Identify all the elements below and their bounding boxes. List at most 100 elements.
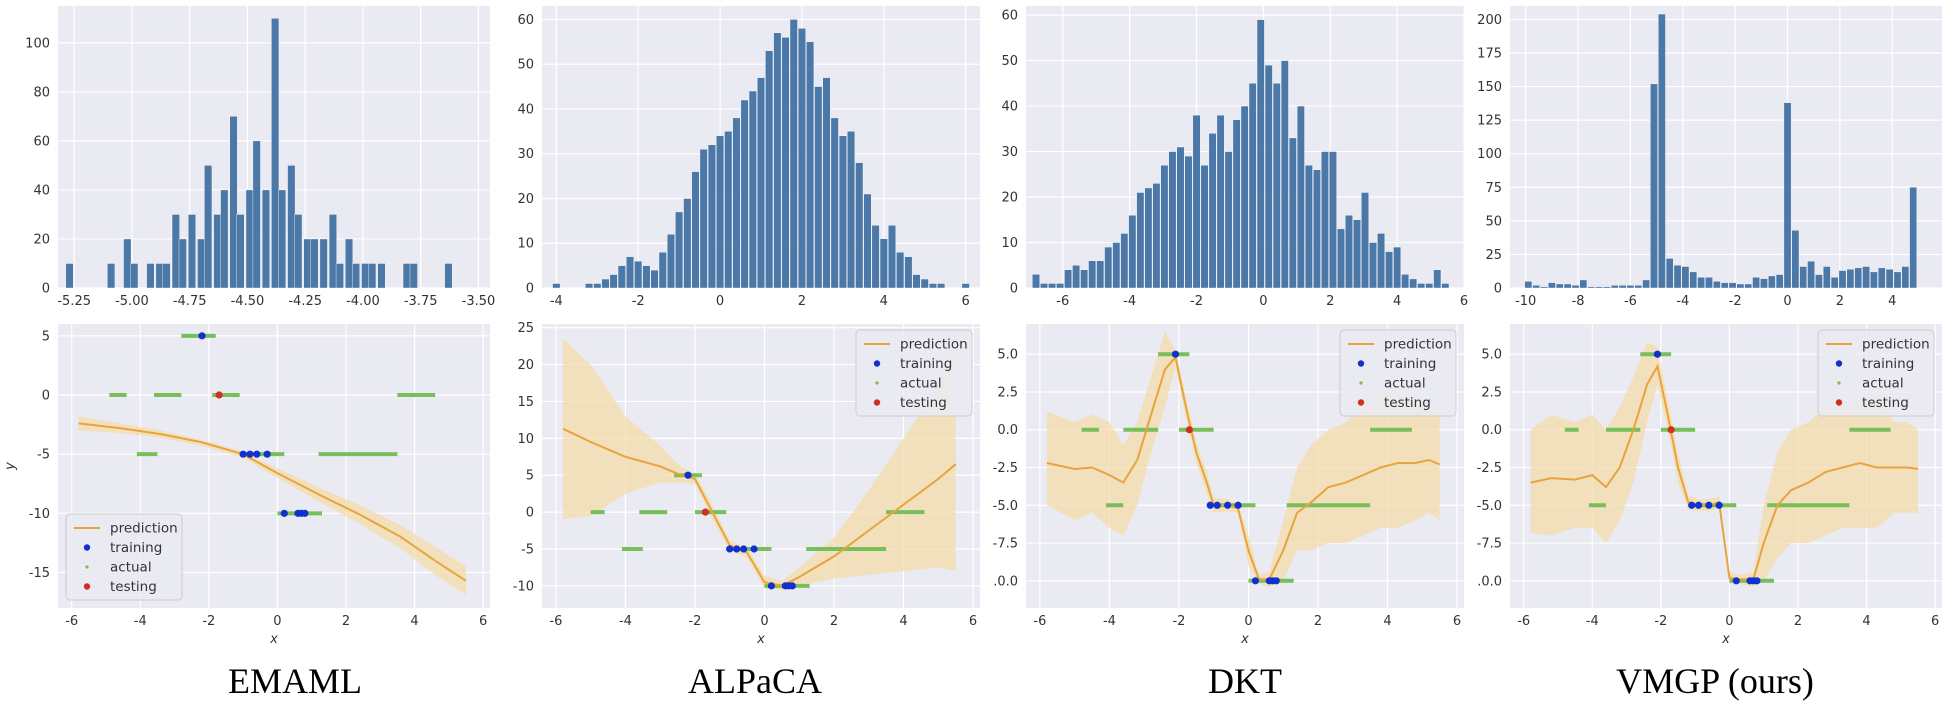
training-point [246, 450, 254, 458]
training-point [1171, 350, 1180, 358]
histogram-bar [814, 86, 823, 289]
y-tick-label: 10 [1001, 236, 1018, 251]
histogram-bar [1337, 228, 1345, 289]
histogram-bar [1870, 271, 1878, 289]
histogram-bar [1697, 277, 1705, 289]
x-tick-label: -6 [1624, 294, 1637, 309]
histogram-bar [171, 214, 180, 289]
histogram-bar [912, 274, 921, 289]
y-tick-label: 0 [526, 282, 534, 297]
histogram-bar [1353, 219, 1361, 289]
histogram-bar [1713, 281, 1721, 289]
x-tick-label: 2 [1326, 294, 1334, 309]
histogram-bar [1555, 283, 1564, 289]
training-point [740, 545, 748, 553]
histogram-bar [1705, 277, 1713, 289]
histogram-bar [245, 189, 254, 289]
histogram-bar [204, 165, 213, 289]
legend-label-actual: actual [900, 376, 942, 392]
x-tick-label: 0 [716, 294, 724, 309]
histogram-bar [287, 165, 296, 289]
histogram-bar [107, 263, 116, 289]
histogram-bar [1799, 266, 1808, 289]
histogram-bar [155, 263, 164, 289]
histogram-bar [732, 117, 741, 289]
testing-point [701, 508, 709, 516]
histogram-bar [748, 90, 757, 289]
x-tick-label: -2 [632, 294, 645, 309]
y-tick-label: -5.0 [1477, 499, 1502, 514]
y-tick-label: -15 [29, 566, 50, 581]
histogram-bar [1288, 137, 1297, 289]
x-tick-label: -4 [1123, 294, 1136, 309]
legend-marker-training [1835, 360, 1843, 367]
y-tick-label: 125 [1477, 114, 1502, 129]
panel-regression-1: -6 -4 -2 0 2 4 6 25 20 15 10 5 0 -5 -10 x prediction trai… [513, 321, 980, 647]
histogram-bar [1144, 187, 1153, 289]
x-axis-label: x [269, 632, 278, 647]
x-tick-label: 0 [1259, 294, 1267, 309]
x-tick-label: 2 [798, 294, 806, 309]
x-axis-label: x [1721, 632, 1730, 647]
histogram-bar [1393, 246, 1402, 289]
x-tick-label: 0 [1244, 614, 1252, 629]
uncertainty-band [1046, 331, 1440, 587]
histogram-bar [1901, 266, 1910, 289]
training-point [263, 450, 271, 458]
histogram-bar [1264, 64, 1273, 289]
histogram-bar [1540, 286, 1548, 289]
histogram-bar [838, 135, 847, 289]
uncertainty-band [1530, 342, 1918, 587]
histogram-bar [699, 149, 708, 289]
legend-label-actual: actual [1862, 376, 1904, 392]
histogram-bar [1815, 274, 1823, 289]
x-tick-label: -6 [549, 614, 562, 629]
legend-marker-actual [85, 565, 89, 569]
training-point [1688, 501, 1696, 509]
histogram-bar [294, 214, 303, 289]
histogram-bar [585, 283, 594, 289]
histogram-bar [303, 238, 312, 289]
histogram-bar [1072, 265, 1081, 289]
histogram-bar [1032, 274, 1040, 289]
training-point [239, 450, 247, 458]
x-tick-label: -4 [1676, 294, 1689, 309]
histogram-bar [1909, 187, 1918, 289]
training-point [1653, 350, 1662, 358]
histogram-bar [188, 214, 196, 289]
x-tick-label: -4.75 [173, 294, 207, 309]
histogram-bar [1822, 266, 1831, 289]
histogram-bar [1603, 286, 1611, 289]
y-tick-label: 2.5 [1481, 385, 1502, 400]
histogram-bar [1579, 279, 1588, 289]
y-tick-label: 20 [517, 192, 534, 207]
x-tick-label: 2 [1794, 614, 1802, 629]
histogram-bar [1369, 242, 1377, 289]
x-tick-label: -4 [1103, 614, 1116, 629]
histogram-bar [402, 263, 411, 289]
y-tick-label: 0 [42, 389, 50, 404]
histogram-bar [716, 135, 725, 289]
x-tick-label: -2 [1172, 614, 1185, 629]
legend-marker-training [1357, 360, 1365, 367]
histogram-bar [1224, 151, 1233, 289]
y-tick-label: 75 [1485, 181, 1502, 196]
histogram-bar [1775, 274, 1784, 289]
histogram-bar [1136, 192, 1145, 289]
histogram-bar [666, 234, 675, 289]
y-tick-label: 0 [42, 282, 50, 297]
histogram-bar [377, 263, 386, 289]
histogram-bar [1192, 114, 1201, 289]
legend: prediction training actual testing [65, 513, 183, 601]
testing-point [215, 391, 223, 399]
training-point [767, 582, 776, 590]
legend-box [65, 513, 183, 601]
histogram-bar [593, 283, 602, 289]
histogram-bar [1232, 119, 1241, 289]
histogram-bar [1720, 282, 1729, 289]
testing-point [1185, 426, 1193, 434]
legend-label-prediction: prediction [1862, 337, 1930, 353]
legend: prediction training actual testing [855, 329, 973, 417]
histogram-bar [1168, 151, 1177, 289]
x-tick-label: 2 [342, 614, 350, 629]
